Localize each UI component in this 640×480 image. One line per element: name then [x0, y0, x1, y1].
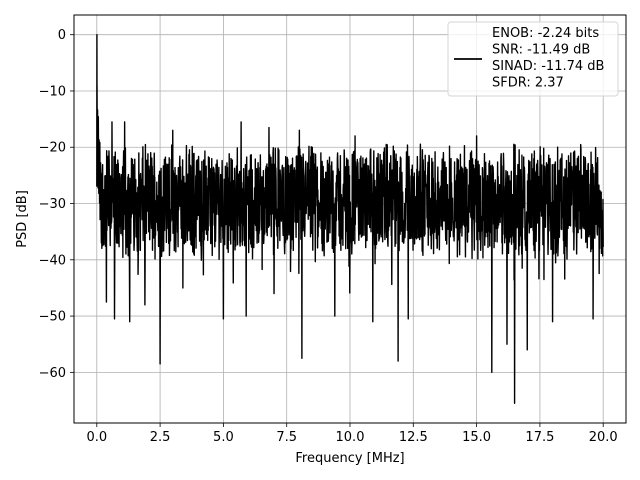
- x-tick-label: 5.0: [213, 430, 234, 445]
- y-tick-label: −40: [39, 253, 66, 268]
- x-tick-label: 17.5: [525, 430, 554, 445]
- y-tick-label: −50: [39, 310, 66, 325]
- y-tick-label: 0: [58, 28, 66, 43]
- psd-series-line: [96, 34, 604, 404]
- y-axis-ticks: 0 −10 −20 −30 −40 −50 −60: [39, 28, 74, 381]
- x-tick-label: 0.0: [86, 430, 107, 445]
- y-tick-label: −60: [39, 366, 66, 381]
- series-line-group: [96, 34, 604, 404]
- x-tick-label: 15.0: [462, 430, 491, 445]
- x-tick-label: 10.0: [336, 430, 365, 445]
- x-tick-label: 20.0: [589, 430, 618, 445]
- y-axis-label: PSD [dB]: [15, 190, 30, 248]
- x-axis-ticks: 0.0 2.5 5.0 7.5 10.0 12.5 15.0 17.5 20.0: [86, 423, 618, 445]
- x-tick-label: 2.5: [150, 430, 171, 445]
- legend-box: [447, 21, 619, 97]
- legend-entry-line: SFDR: 2.37: [492, 76, 564, 91]
- y-tick-label: −20: [39, 141, 66, 156]
- x-axis-label: Frequency [MHz]: [295, 451, 404, 466]
- y-tick-label: −30: [39, 197, 66, 212]
- legend-entry-line: SNR: -11.49 dB: [492, 43, 590, 58]
- y-tick-label: −10: [39, 84, 66, 99]
- legend-entry-line: SINAD: -11.74 dB: [492, 59, 604, 74]
- x-tick-label: 12.5: [399, 430, 428, 445]
- legend-entry-line: ENOB: -2.24 bits: [492, 26, 599, 41]
- x-tick-label: 7.5: [276, 430, 297, 445]
